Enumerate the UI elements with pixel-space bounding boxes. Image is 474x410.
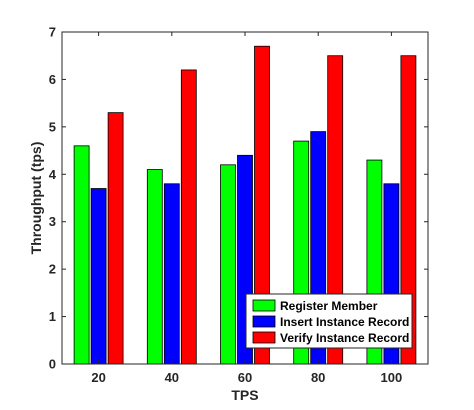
legend-label: Insert Instance Record	[280, 315, 409, 329]
x-tick-label: 40	[165, 370, 179, 385]
y-tick-label: 0	[49, 357, 56, 372]
y-tick-label: 1	[49, 309, 56, 324]
bar-2-40	[163, 183, 180, 365]
legend-swatch	[252, 331, 276, 344]
y-axis-label: Throughput (tps)	[28, 142, 44, 255]
y-axis-ticks: 0 1 2 3 4 5 6 7	[49, 25, 428, 372]
x-axis-label: TPS	[231, 387, 258, 403]
x-tick-label: 20	[91, 370, 105, 385]
bar-1-40	[146, 169, 163, 365]
x-tick-label: 80	[311, 370, 325, 385]
x-tick-label: 100	[381, 370, 403, 385]
x-axis-ticks: 20 40 60 80 100	[91, 32, 402, 385]
plot-frame	[61, 31, 429, 365]
y-tick-label: 5	[49, 119, 56, 134]
y-tick-label: 7	[49, 25, 56, 40]
bar-2-20	[90, 188, 107, 365]
bar-3-40	[180, 69, 197, 365]
legend: Register Member Insert Instance Record Ver…	[245, 293, 413, 349]
legend-label: Verify Instance Record	[280, 331, 409, 345]
bar-1-20	[73, 145, 90, 365]
legend-swatch	[252, 315, 276, 328]
y-tick-label: 4	[49, 167, 57, 182]
bar-3-20	[107, 112, 124, 365]
x-tick-label: 60	[238, 370, 252, 385]
y-tick-label: 2	[49, 262, 56, 277]
legend-label: Register Member	[280, 299, 378, 313]
y-tick-label: 6	[49, 72, 56, 87]
y-tick-label: 3	[49, 214, 56, 229]
legend-swatch	[252, 299, 276, 312]
bar-1-60	[220, 164, 236, 365]
